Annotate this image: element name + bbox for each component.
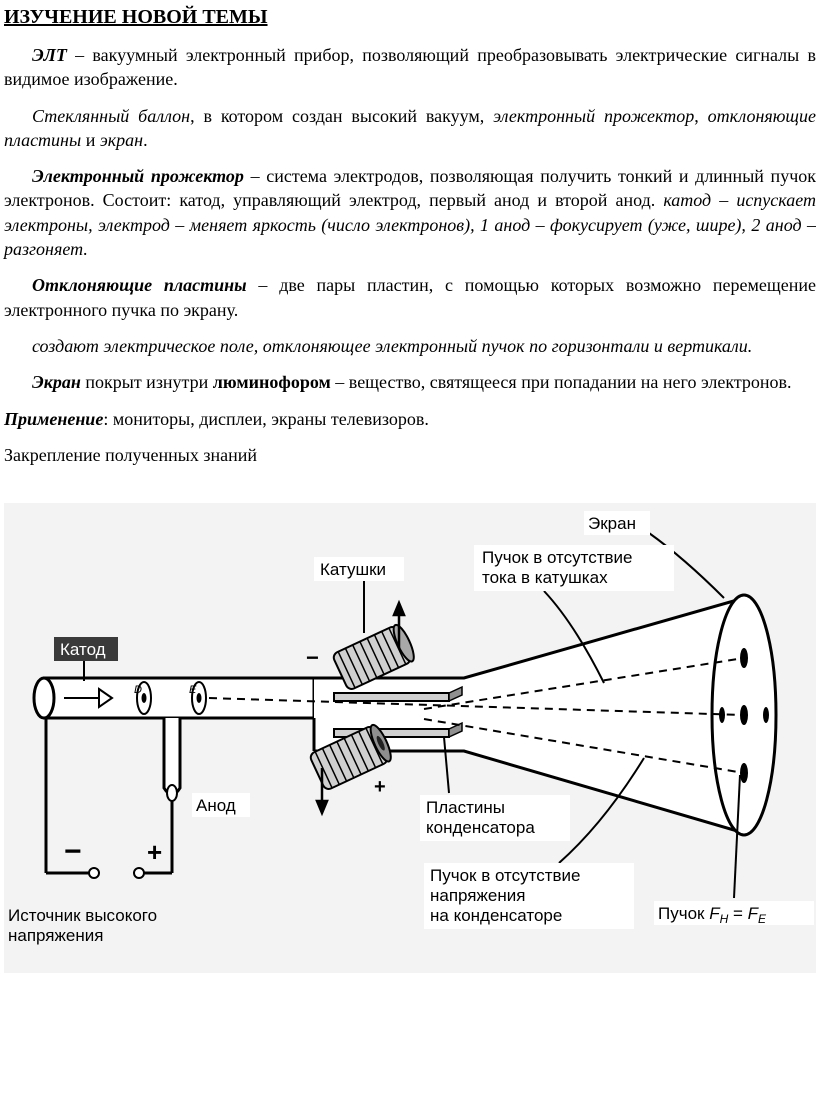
svg-text:напряжения: напряжения (8, 926, 103, 945)
label-d: D (134, 684, 142, 696)
crt-diagram: D E − + (4, 503, 816, 979)
text: , (694, 106, 707, 126)
text: и (81, 130, 100, 150)
para-elt: ЭЛТ – вакуумный электронный прибор, позв… (4, 43, 816, 92)
plus-sign: + (147, 837, 162, 867)
terminal (134, 868, 144, 878)
label-e: E (189, 684, 197, 696)
svg-text:Пучок в отсутствие: Пучок в отсутствие (430, 866, 581, 885)
text: , в котором создан высокий вакуум, (190, 106, 493, 126)
minus-sign-small: − (306, 645, 319, 670)
para-pole: создают электрическое поле, отклоняющее … (4, 334, 816, 358)
para-plastiny: Отклоняющие пластины – две пары пластин,… (4, 273, 816, 322)
svg-text:напряжения: напряжения (430, 886, 525, 905)
text: . (143, 130, 148, 150)
term: экран (100, 130, 143, 150)
label-hv-source: Источник высокого напряжения (6, 903, 206, 949)
svg-text:Пучок в отсутствие: Пучок в отсутствие (482, 548, 633, 567)
text: : мониторы, дисплеи, экраны телевизоров. (103, 409, 429, 429)
term-elt: ЭЛТ (32, 45, 67, 65)
svg-text:на конденсаторе: на конденсаторе (430, 906, 562, 925)
page-title: ИЗУЧЕНИЕ НОВОЙ ТЕМЫ (4, 4, 816, 31)
term: Стеклянный баллон (32, 106, 190, 126)
term: Применение (4, 409, 103, 429)
term: люминофором (213, 372, 331, 392)
term: Отклоняющие пластины (32, 275, 247, 295)
text: – вещество, святящееся при попадании на … (331, 372, 792, 392)
term: Электронный прожектор (32, 166, 244, 186)
svg-text:Анод: Анод (196, 796, 236, 815)
para-primenenie: Применение: мониторы, дисплеи, экраны те… (4, 407, 816, 431)
svg-text:Катод: Катод (60, 640, 106, 659)
terminal (89, 868, 99, 878)
minus-sign: − (64, 835, 82, 868)
label-anod: Анод (192, 793, 250, 817)
plus-sign-small: + (374, 776, 386, 798)
text: покрыт изнутри (81, 372, 213, 392)
svg-text:Катушки: Катушки (320, 560, 386, 579)
svg-text:конденсатора: конденсатора (426, 818, 535, 837)
svg-text:тока в катушках: тока в катушках (482, 568, 608, 587)
para-projektor: Электронный прожектор – система электрод… (4, 164, 816, 261)
svg-text:Экран: Экран (588, 514, 636, 533)
text: – вакуумный электронный прибор, позволяю… (4, 45, 816, 89)
term: электронный прожектор (493, 106, 694, 126)
term: Экран (32, 372, 81, 392)
para-ballon: Стеклянный баллон, в котором создан высо… (4, 104, 816, 153)
para-zakreplenie: Закрепление полученных знаний (4, 443, 816, 467)
svg-text:Источник высокого: Источник высокого (8, 906, 157, 925)
svg-text:Пучок FH = FE: Пучок FH = FE (658, 904, 767, 926)
para-ekran: Экран покрыт изнутри люминофором – вещес… (4, 370, 816, 394)
svg-text:Пластины: Пластины (426, 798, 505, 817)
